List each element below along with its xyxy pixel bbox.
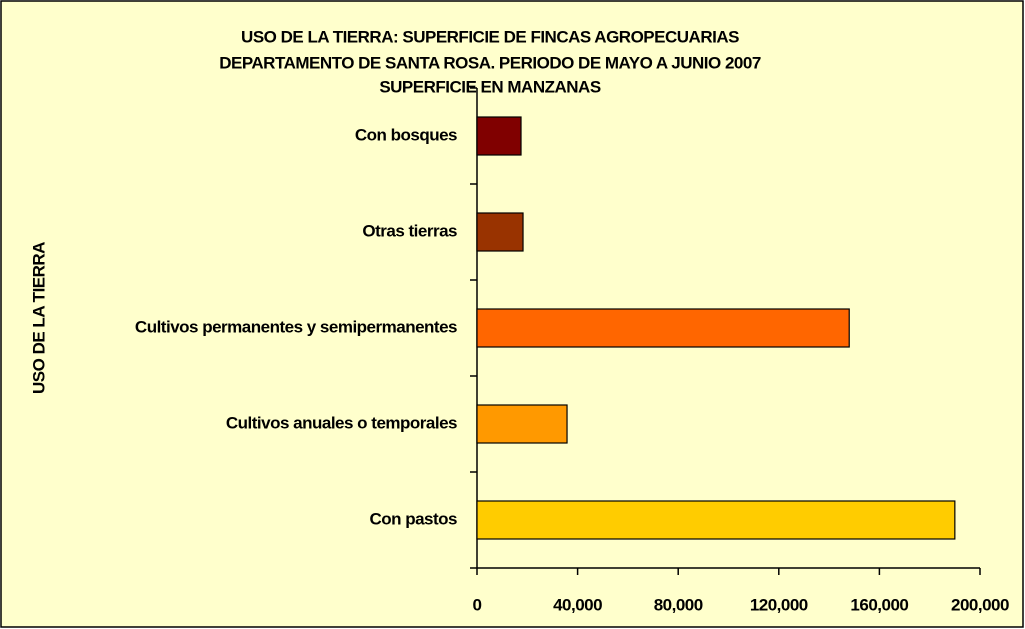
- y-tick-label: Con bosques: [355, 125, 457, 144]
- bar: [476, 212, 524, 252]
- y-tick-label: Cultivos anuales o temporales: [226, 413, 457, 432]
- x-tick-label: 0: [473, 595, 482, 614]
- x-tick-label: 40,000: [553, 595, 602, 614]
- x-tick-label: 80,000: [654, 595, 703, 614]
- bar: [476, 404, 568, 444]
- chart-title: DEPARTAMENTO DE SANTA ROSA. PERIODO DE M…: [219, 53, 761, 72]
- chart-title: SUPERFICIE EN MANZANAS: [379, 77, 601, 96]
- y-tick-label: Con pastos: [369, 509, 457, 528]
- x-tick-label: 160,000: [850, 595, 908, 614]
- chart-title: USO DE LA TIERRA: SUPERFICIE DE FINCAS A…: [241, 27, 739, 46]
- y-tick-label: Cultivos permanentes y semipermanentes: [135, 317, 457, 336]
- y-axis-title: USO DE LA TIERRA: [29, 242, 48, 394]
- y-tick-label: Otras tierras: [362, 221, 457, 240]
- bar: [476, 308, 850, 348]
- x-tick-label: 120,000: [750, 595, 808, 614]
- bar: [476, 500, 956, 540]
- bar: [476, 116, 522, 156]
- x-tick-label: 200,000: [951, 595, 1009, 614]
